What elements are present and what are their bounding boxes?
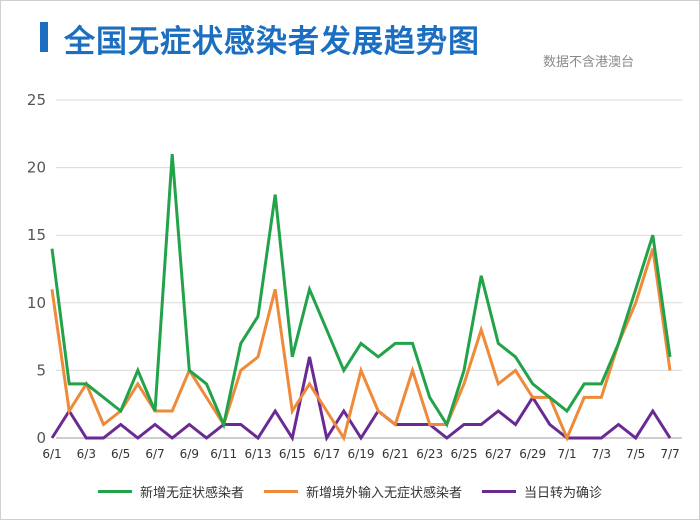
x-tick-label: 6/27 [485, 447, 512, 461]
x-tick-label: 7/5 [626, 447, 645, 461]
x-tick-label: 6/29 [519, 447, 546, 461]
x-tick-label: 6/19 [348, 447, 375, 461]
legend-item-1: 新增无症状感染者 [97, 482, 244, 501]
x-tick-label: 6/9 [180, 447, 199, 461]
x-tick-label: 7/3 [592, 447, 611, 461]
chart-subtitle: 数据不含港澳台 [543, 55, 635, 70]
legend-swatch [263, 490, 298, 493]
x-tick-label: 6/15 [279, 447, 306, 461]
y-tick-label: 10 [27, 294, 46, 312]
x-tick-label: 6/7 [145, 447, 164, 461]
chart-title: 全国无症状感染者发展趋势图 [64, 24, 480, 60]
x-tick-label: 7/7 [660, 447, 679, 461]
x-tick-label: 6/11 [210, 447, 237, 461]
series-line-1 [50, 153, 672, 430]
x-tick-label: 6/5 [111, 447, 130, 461]
legend-item-2: 新增境外输入无症状感染者 [263, 482, 462, 501]
x-tick-label: 6/21 [382, 447, 409, 461]
legend-label: 新增境外输入无症状感染者 [305, 486, 462, 501]
x-tick-label: 6/1 [42, 447, 61, 461]
y-tick-label: 15 [27, 226, 46, 244]
title-accent-bar [40, 22, 48, 52]
legend-label: 当日转为确诊 [524, 486, 603, 501]
legend-swatch [482, 490, 516, 493]
y-tick-label: 0 [36, 429, 46, 447]
y-tick-label: 25 [27, 91, 46, 109]
chart-legend: 新增无症状感染者 新增境外输入无症状感染者 当日转为确诊 [0, 482, 700, 501]
legend-swatch [97, 490, 132, 493]
x-tick-label: 6/3 [77, 447, 96, 461]
x-tick-label: 7/1 [557, 447, 576, 461]
y-tick-label: 5 [36, 361, 46, 379]
x-tick-label: 6/17 [313, 447, 340, 461]
x-tick-label: 6/13 [245, 447, 272, 461]
y-tick-label: 20 [27, 159, 46, 177]
legend-label: 新增无症状感染者 [139, 486, 244, 501]
x-tick-label: 6/25 [451, 447, 478, 461]
legend-item-3: 当日转为确诊 [482, 482, 602, 501]
x-tick-label: 6/23 [416, 447, 443, 461]
